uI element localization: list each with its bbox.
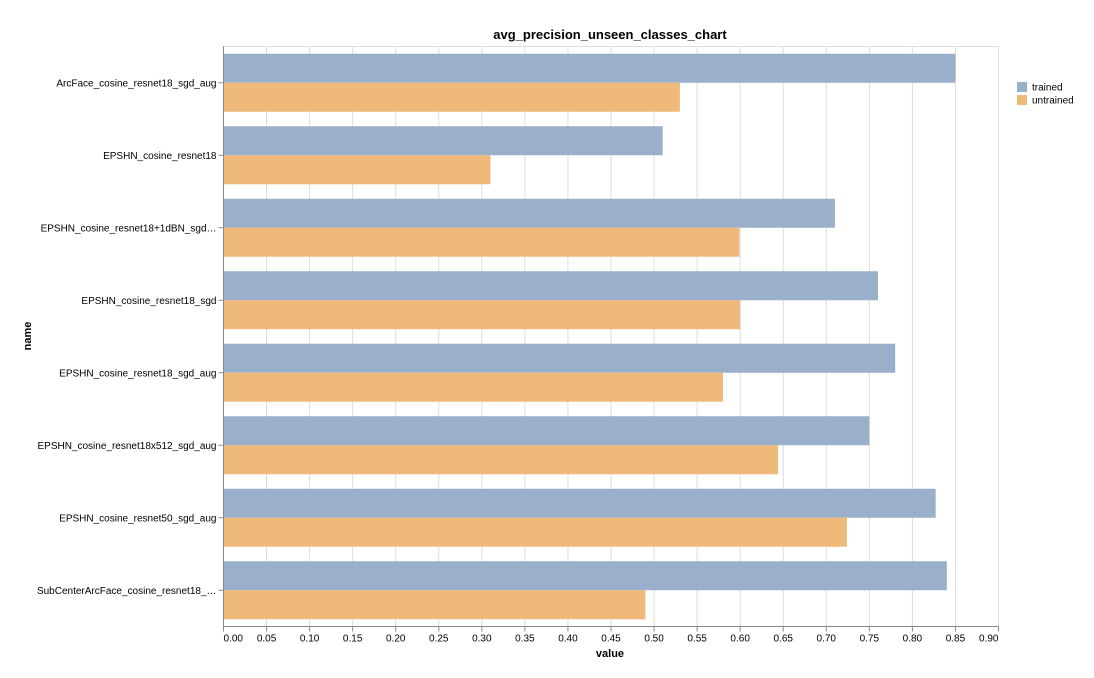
x-tick-label: 0.35 [515,634,535,645]
bar-untrained [223,227,740,257]
y-tick-label: EPSHN_cosine_resnet18_sgd_aug [59,368,216,379]
x-tick-label: 0.75 [860,634,880,645]
y-tick-label: EPSHN_cosine_resnet18+1dBN_sgd… [41,223,217,234]
bar-untrained [223,372,723,402]
y-tick-label: EPSHN_cosine_resnet50_sgd_aug [59,513,216,524]
bar-untrained [223,300,741,330]
x-tick-label: 0.40 [558,634,578,645]
bar-untrained [223,155,491,185]
legend-label: untrained [1032,96,1074,107]
x-tick-label: 0.25 [429,634,449,645]
bar-untrained [223,590,646,620]
x-tick-label: 0.70 [817,634,837,645]
x-tick-label: 0.20 [386,634,406,645]
x-tick-label: 0.60 [730,634,750,645]
bar-trained [223,53,956,83]
x-tick-label: 0.30 [472,634,492,645]
bar-trained [223,416,870,446]
legend: trained untrained [1017,82,1074,107]
x-tick-label: 0.15 [343,634,363,645]
x-tick-label: 0.80 [903,634,923,645]
x-axis-title: value [596,648,624,660]
y-tick-label: EPSHN_cosine_resnet18 [103,151,217,162]
bar-untrained [223,445,779,475]
y-tick-label: EPSHN_cosine_resnet18_sgd [81,296,216,307]
x-tick-label: 0.50 [644,634,664,645]
chart-title: avg_precision_unseen_classes_chart [493,27,727,42]
y-tick-label: SubCenterArcFace_cosine_resnet18_… [37,586,217,597]
bar-trained [223,198,835,228]
axes: 0.00 0.05 0.10 0.15 0.20 0.25 0.30 0.35 0.40 0.45… [37,46,999,645]
legend-swatch [1017,82,1027,92]
bar-trained [223,488,936,518]
bar-trained [223,561,947,591]
bar-untrained [223,517,847,547]
x-tick-label: 0.05 [257,634,277,645]
bar-trained [223,126,663,156]
bars [223,53,956,620]
x-tick-label: 0.55 [687,634,707,645]
bar-trained [223,271,878,301]
y-tick-label: ArcFace_cosine_resnet18_sgd_aug [56,78,216,89]
x-tick-label: 0.65 [773,634,793,645]
x-tick-label: 0.10 [300,634,320,645]
y-tick-label: EPSHN_cosine_resnet18x512_sgd_aug [37,441,216,452]
bar-trained [223,343,896,373]
legend-label: trained [1032,83,1063,94]
x-tick-label: 0.45 [601,634,621,645]
x-tick-label: 0.00 [224,634,244,645]
x-tick-label: 0.90 [979,634,999,645]
bar-untrained [223,82,680,112]
y-axis-title: name [22,322,34,351]
x-tick-label: 0.85 [946,634,966,645]
legend-swatch [1017,95,1027,105]
